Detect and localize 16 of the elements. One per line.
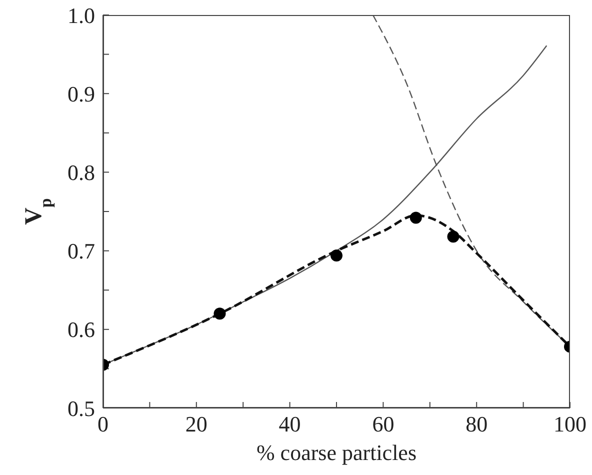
x-tick-label: 0 — [98, 412, 108, 437]
y-tick-label: 0.7 — [68, 238, 95, 264]
y-tick-label: 0.5 — [68, 396, 95, 421]
x-tick-label: 100 — [554, 412, 586, 437]
point — [410, 212, 422, 224]
y-tick-label: 0.9 — [68, 81, 95, 106]
point — [447, 230, 460, 243]
point — [330, 250, 342, 262]
y-tick-label: 0.8 — [68, 160, 95, 186]
x-tick-label: 20 — [185, 412, 208, 437]
x-tick-label: 80 — [466, 412, 488, 437]
x-tick-label: 60 — [372, 412, 394, 437]
x-tick-label: 40 — [278, 412, 301, 437]
y-tick-label: 0.6 — [68, 317, 95, 342]
x-axis-title: % coarse particles — [256, 440, 417, 465]
y-tick-label: 1.0 — [68, 2, 95, 28]
